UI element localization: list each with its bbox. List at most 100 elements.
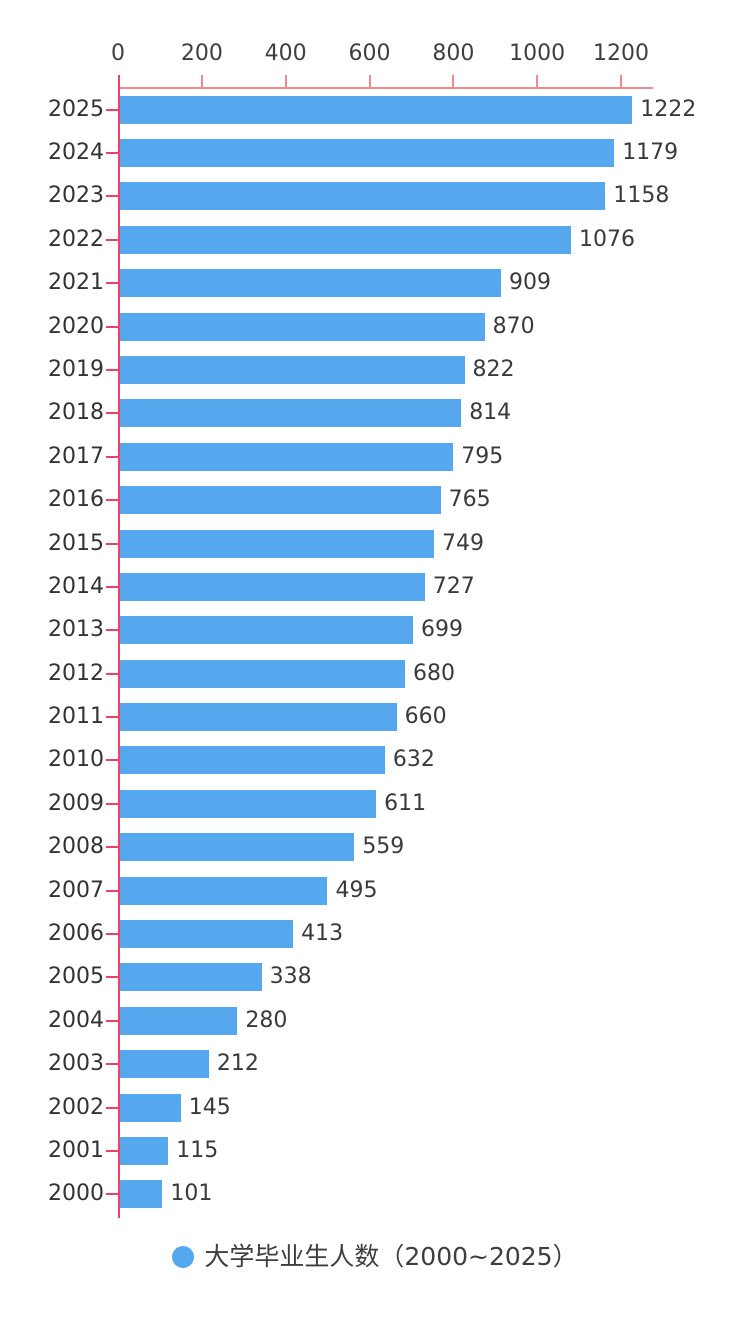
category-label: 2024 <box>48 140 104 166</box>
y-axis-tick <box>106 1063 118 1066</box>
y-axis-tick <box>106 933 118 935</box>
value-label: 795 <box>461 443 504 469</box>
y-axis-tick <box>106 325 118 328</box>
bar <box>120 225 572 254</box>
category-label: 2022 <box>48 226 104 252</box>
y-axis-tick <box>106 1106 118 1109</box>
category-label: 2015 <box>48 530 104 556</box>
category-label: 2012 <box>48 660 104 686</box>
bar <box>120 269 502 298</box>
category-label: 2006 <box>48 921 104 946</box>
category-label: 2009 <box>48 790 104 816</box>
value-label: 870 <box>492 313 535 339</box>
bar <box>120 833 355 862</box>
x-axis-tick <box>620 75 622 87</box>
bar <box>120 789 377 818</box>
y-axis-tick <box>106 802 118 805</box>
value-label: 1076 <box>579 226 636 252</box>
x-axis-tick-label: 600 <box>348 41 391 66</box>
bar <box>120 442 454 471</box>
y-axis-tick <box>106 369 118 371</box>
value-label: 145 <box>188 1094 231 1120</box>
value-label: 727 <box>432 573 475 599</box>
x-axis-tick-label: 1000 <box>509 41 566 66</box>
y-axis-tick <box>106 455 118 458</box>
category-label: 2017 <box>48 443 104 469</box>
category-label: 2013 <box>48 617 104 643</box>
bar <box>120 1050 209 1079</box>
bar <box>120 529 434 558</box>
bar <box>120 659 406 688</box>
category-label: 2000 <box>48 1181 104 1207</box>
y-axis-tick <box>106 1193 118 1196</box>
bar <box>120 703 397 732</box>
bar <box>120 1136 169 1165</box>
value-label: 1179 <box>622 140 679 166</box>
category-label: 2005 <box>48 964 104 990</box>
category-label: 2007 <box>48 877 104 903</box>
x-axis-tick <box>284 75 287 87</box>
x-axis-tick <box>452 75 455 87</box>
category-label: 2003 <box>48 1051 104 1077</box>
legend-item[interactable]: 大学毕业生人数（2000~2025） <box>0 1240 750 1274</box>
bar <box>120 572 425 601</box>
x-axis-tick <box>368 75 371 87</box>
value-label: 909 <box>509 270 552 296</box>
category-label: 2016 <box>48 487 104 513</box>
value-label: 632 <box>392 747 435 773</box>
value-label: 338 <box>269 964 312 990</box>
category-label: 2004 <box>48 1007 104 1033</box>
bar <box>120 920 294 948</box>
y-axis-tick <box>106 152 118 155</box>
y-axis-tick <box>106 759 118 762</box>
category-label: 2025 <box>48 96 104 122</box>
bar <box>120 1006 238 1035</box>
bar <box>120 616 413 645</box>
bar <box>120 312 485 341</box>
value-label: 115 <box>176 1137 219 1163</box>
category-label: 2021 <box>48 270 104 296</box>
x-axis-tick-label: 200 <box>180 41 223 66</box>
bar <box>120 876 328 905</box>
bar <box>120 95 633 124</box>
value-label: 1222 <box>640 96 697 122</box>
y-axis-tick <box>106 1149 118 1152</box>
legend-label: 大学毕业生人数（2000~2025） <box>204 1242 578 1271</box>
x-axis-tick <box>536 75 539 87</box>
category-label: 2008 <box>48 834 104 860</box>
category-label: 2014 <box>48 573 104 599</box>
x-axis-line <box>118 87 653 89</box>
category-label: 2011 <box>48 704 104 730</box>
bar <box>120 399 462 428</box>
value-label: 212 <box>216 1051 259 1077</box>
value-label: 822 <box>472 357 515 382</box>
value-label: 680 <box>413 660 456 686</box>
value-label: 101 <box>170 1181 213 1207</box>
bar <box>120 182 606 211</box>
y-axis-tick <box>106 585 118 588</box>
y-axis-tick <box>106 542 118 545</box>
value-label: 413 <box>301 921 344 946</box>
category-label: 2018 <box>48 400 104 426</box>
x-axis-tick-label: 800 <box>432 41 475 66</box>
value-label: 814 <box>469 400 512 426</box>
value-label: 559 <box>362 834 405 860</box>
bar <box>120 486 441 515</box>
y-axis-tick <box>106 499 118 502</box>
bar <box>120 746 385 775</box>
bar <box>120 139 615 168</box>
y-axis-line <box>118 75 120 1218</box>
legend-marker-circle <box>172 1246 195 1268</box>
category-label: 2020 <box>48 313 104 339</box>
category-label: 2001 <box>48 1137 104 1163</box>
value-label: 1158 <box>613 183 670 209</box>
bar <box>120 356 465 384</box>
y-axis-tick <box>106 412 118 415</box>
category-label: 2023 <box>48 183 104 209</box>
value-label: 765 <box>448 487 491 513</box>
value-label: 280 <box>245 1007 288 1033</box>
y-axis-tick <box>106 238 118 241</box>
y-axis-tick <box>106 629 118 632</box>
category-label: 2002 <box>48 1094 104 1120</box>
